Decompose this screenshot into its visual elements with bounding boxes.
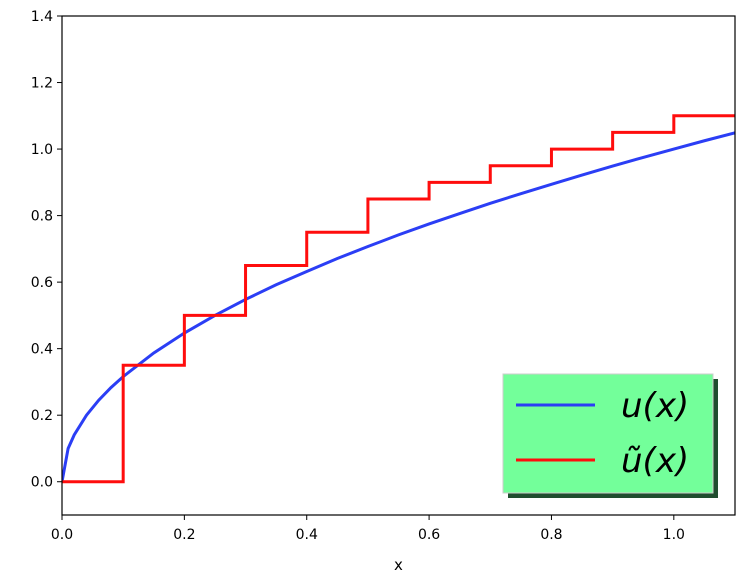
- series-line-1: [62, 114, 735, 484]
- legend: u(x) ũ(x): [502, 373, 718, 498]
- y-tick-label: 0.4: [31, 342, 53, 358]
- ticks-layer: 0.0 0.2 0.4 0.6 0.8 1.0 0.0 0.2 0.4 0.6 0.8 1.0 1.2 1…: [31, 9, 685, 543]
- legend-box: [502, 373, 714, 494]
- legend-label-u: u(x): [621, 386, 689, 426]
- y-tick-label: 0.0: [31, 475, 53, 491]
- x-tick-label: 0.6: [418, 527, 440, 543]
- x-tick-label: 0.0: [51, 527, 73, 543]
- y-tick-label: 0.2: [31, 408, 53, 424]
- x-tick-label: 1.0: [663, 527, 685, 543]
- x-tick-label: 0.4: [296, 527, 318, 543]
- y-tick-label: 1.0: [31, 142, 53, 158]
- legend-label-u-tilde: ũ(x): [621, 441, 689, 481]
- y-tick-label: 1.2: [31, 76, 53, 92]
- y-tick-label: 0.8: [31, 209, 53, 225]
- y-tick-label: 1.4: [31, 9, 53, 25]
- series-line-0: [62, 131, 735, 483]
- x-axis-label: x: [394, 556, 403, 574]
- axes-frame: [61, 15, 736, 516]
- x-tick-label: 0.2: [173, 527, 195, 543]
- series-layer: [62, 114, 735, 484]
- x-tick-label: 0.8: [540, 527, 562, 543]
- y-tick-label: 0.6: [31, 275, 53, 291]
